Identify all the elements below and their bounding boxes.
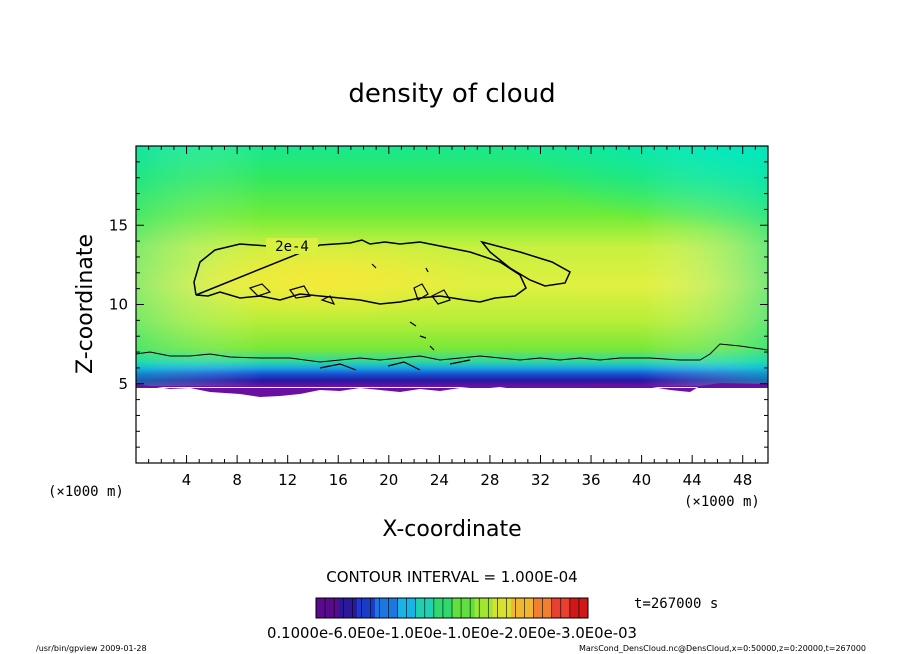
colorbar-cell <box>442 598 448 618</box>
colorbar-cell <box>520 598 525 618</box>
colorbar-cell <box>384 598 389 618</box>
colorbar-cell <box>542 598 548 618</box>
colorbar-cell <box>343 598 349 618</box>
colorbar-cell <box>501 598 507 618</box>
colorbar-cell <box>583 598 589 618</box>
colorbar-cell <box>370 598 376 618</box>
contour-interval: CONTOUR INTERVAL = 1.000E-04 <box>326 568 577 586</box>
colorbar-cell <box>320 598 326 618</box>
colorbar-cell <box>374 598 380 618</box>
colorbar-cell <box>538 598 544 618</box>
colorbar-cell <box>465 598 471 618</box>
colorbar-cell <box>365 598 371 618</box>
colorbar-cell <box>529 598 534 618</box>
colorbar-cell <box>352 598 358 618</box>
colorbar-cell <box>338 598 344 618</box>
colorbar-cell <box>515 598 521 618</box>
colorbar-cell <box>551 598 557 618</box>
colorbar-cell <box>406 598 412 618</box>
contour-label: 2e-4 <box>275 239 309 255</box>
colorbar-cell <box>334 598 340 618</box>
colorbar-cell <box>492 598 498 618</box>
x-axis: 4 8 12 16 20 24 28 32 36 40 44 48 <box>148 146 756 489</box>
contour-low <box>136 343 768 363</box>
y-tick-label: 10 <box>109 296 128 314</box>
x-tick-label: 44 <box>683 471 702 489</box>
colorbar-cell <box>447 598 453 618</box>
x-tick-label: 4 <box>182 471 192 489</box>
colorbar-cell <box>402 598 408 618</box>
colorbar-cell <box>379 598 385 618</box>
colorbar <box>315 598 589 618</box>
footer-left: /usr/bin/gpview 2009-01-28 <box>36 644 147 653</box>
colorbar-cell <box>388 598 394 618</box>
colorbar-cell <box>329 598 335 618</box>
chart-title: density of cloud <box>348 79 555 109</box>
colorbar-cell <box>420 598 426 618</box>
colorbar-cell <box>361 598 367 618</box>
y-axis: 5 10 15 <box>109 161 768 448</box>
colorbar-cell <box>574 598 580 618</box>
colorbar-cell <box>461 598 466 618</box>
density-core <box>180 236 480 320</box>
colorbar-cell <box>424 598 430 618</box>
x-tick-label: 32 <box>531 471 550 489</box>
colorbar-frame <box>315 597 589 619</box>
colorbar-cell <box>510 598 516 618</box>
x-tick-label: 8 <box>232 471 242 489</box>
colorbar-cell <box>397 598 403 618</box>
colorbar-cell <box>479 598 485 618</box>
x-axis-label: X-coordinate <box>382 517 521 542</box>
x-unit-left: (×1000 m) <box>48 484 124 500</box>
colorbar-cell <box>438 598 444 618</box>
colorbar-cell <box>415 598 421 618</box>
colorbar-cell <box>569 598 575 618</box>
x-tick-label: 16 <box>329 471 348 489</box>
y-tick-label: 5 <box>118 375 128 393</box>
x-tick-label: 40 <box>632 471 651 489</box>
colorbar-cell <box>470 598 476 618</box>
footer-right: MarsCond_DensCloud.nc@DensCloud,x=0:5000… <box>579 644 866 653</box>
contour-fragments <box>248 263 471 371</box>
x-tick-label: 28 <box>480 471 499 489</box>
colorbar-cell <box>488 598 494 618</box>
colorbar-cell <box>347 598 353 618</box>
x-tick-label: 36 <box>581 471 600 489</box>
colorbar-cell <box>533 598 539 618</box>
colorbar-cell <box>325 598 330 618</box>
colorbar-cell <box>433 598 439 618</box>
cloud-base-edge <box>136 383 768 397</box>
colorbar-cell <box>316 598 321 618</box>
colorbar-cell <box>547 598 553 618</box>
x-tick-label: 20 <box>379 471 398 489</box>
colorbar-cell <box>578 598 584 618</box>
colorbar-cell <box>474 598 480 618</box>
x-tick-label: 12 <box>278 471 297 489</box>
colorbar-cell <box>506 598 512 618</box>
contour-2e-4-lobe <box>479 240 571 287</box>
colorbar-cell <box>429 598 435 618</box>
contour-2e-4 <box>193 239 527 305</box>
y-tick-label: 15 <box>109 216 128 234</box>
y-axis-label: Z-coordinate <box>73 234 98 374</box>
colorbar-cell <box>565 598 571 618</box>
colorbar-cell <box>556 598 562 618</box>
x-unit-right: (×1000 m) <box>684 494 760 510</box>
colorbar-cell <box>411 598 417 618</box>
colorbar-cell <box>393 598 398 618</box>
colorbar-labels: 0.1000e-6.0E0e-1.0E0e-1.0E0e-2.0E0e-3.0E… <box>267 624 637 642</box>
colorbar-cell <box>452 598 457 618</box>
colorbar-cell <box>483 598 489 618</box>
x-tick-label: 48 <box>733 471 752 489</box>
plot-area: 2e-4 <box>136 146 768 463</box>
time-label: t=267000 s <box>634 596 718 612</box>
x-tick-label: 24 <box>430 471 449 489</box>
colorbar-cell <box>356 598 362 618</box>
colorbar-cell <box>524 598 530 618</box>
colorbar-cell <box>497 598 503 618</box>
colorbar-cell <box>560 598 566 618</box>
colorbar-cell <box>456 598 462 618</box>
